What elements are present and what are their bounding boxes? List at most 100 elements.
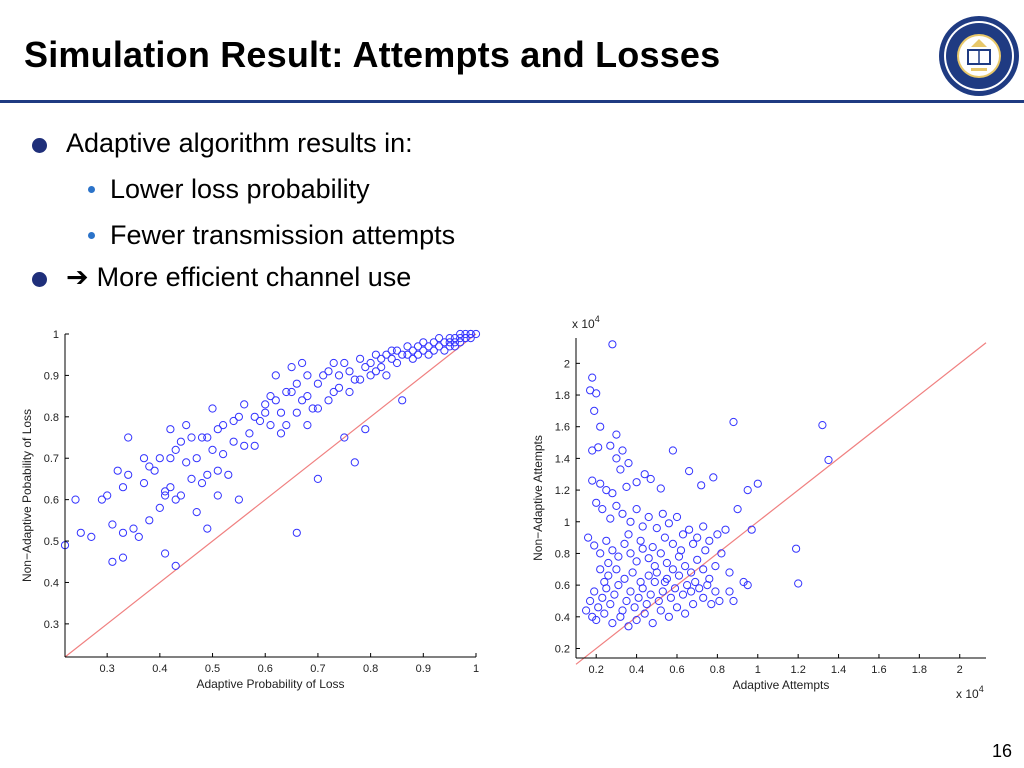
data-point xyxy=(461,334,470,343)
data-point xyxy=(616,465,625,474)
data-point xyxy=(261,408,270,417)
x-tick-label: 1 xyxy=(473,663,479,675)
data-point xyxy=(693,555,702,564)
data-point xyxy=(626,587,635,596)
data-point xyxy=(108,520,117,529)
x-tick-label: 0.3 xyxy=(100,663,115,675)
data-point xyxy=(234,495,243,504)
data-point xyxy=(687,587,696,596)
data-point xyxy=(644,512,653,522)
data-point xyxy=(678,590,688,599)
y-tick-label: 0.7 xyxy=(44,453,59,465)
data-point xyxy=(612,565,621,574)
data-point xyxy=(219,450,228,459)
data-point xyxy=(245,429,254,438)
data-point xyxy=(108,557,117,566)
data-point xyxy=(240,441,249,450)
data-point xyxy=(118,483,128,492)
title-divider xyxy=(0,100,1024,103)
data-point xyxy=(124,433,133,442)
data-point xyxy=(435,342,444,351)
y-tick-label: 1.8 xyxy=(555,390,570,402)
data-point xyxy=(424,342,433,351)
data-point xyxy=(313,474,322,483)
data-point xyxy=(699,593,708,602)
data-point xyxy=(713,530,722,539)
data-point xyxy=(213,425,222,434)
y-tick-label: 0.9 xyxy=(44,370,59,382)
data-point xyxy=(155,454,164,463)
y-tick-label: 0.3 xyxy=(44,619,59,631)
data-point xyxy=(596,479,605,488)
bullet-text: More efficient channel use xyxy=(96,262,412,292)
data-point xyxy=(681,609,690,618)
data-point xyxy=(103,491,112,500)
data-point xyxy=(377,363,386,372)
data-point xyxy=(693,533,702,542)
data-point xyxy=(303,421,312,430)
data-point xyxy=(638,522,647,531)
data-point xyxy=(266,421,275,430)
sub-bullet-marker xyxy=(88,232,95,239)
data-point xyxy=(161,549,170,558)
data-point xyxy=(340,433,349,442)
data-point xyxy=(313,379,322,388)
sub-bullet-item: Fewer transmission attempts xyxy=(110,220,456,250)
data-point xyxy=(166,454,175,463)
data-point xyxy=(356,354,365,363)
data-point xyxy=(377,354,386,363)
data-point xyxy=(676,546,686,555)
y-tick-label: 1.6 xyxy=(555,422,570,434)
y-tick-label: 0.2 xyxy=(555,643,570,655)
x-tick-label: 0.9 xyxy=(416,663,431,675)
data-point xyxy=(213,491,222,500)
data-point xyxy=(450,338,459,347)
y-tick-label: 1.2 xyxy=(555,485,570,497)
data-point xyxy=(618,509,627,518)
bullet-item: Adaptive algorithm results in: xyxy=(66,128,413,158)
data-point xyxy=(408,346,417,355)
data-point xyxy=(271,371,280,380)
data-point xyxy=(620,574,629,583)
data-point xyxy=(644,554,653,563)
x-tick-label: 1.6 xyxy=(871,664,886,676)
data-point xyxy=(192,508,201,517)
data-point xyxy=(145,516,154,525)
x-axis-multiplier: x 104 xyxy=(956,684,984,701)
data-point xyxy=(606,514,615,523)
data-point xyxy=(614,581,623,590)
data-point xyxy=(234,412,243,421)
sub-bullet-marker xyxy=(88,186,95,193)
data-point xyxy=(628,568,637,577)
data-point xyxy=(709,473,718,482)
data-point xyxy=(743,581,752,590)
x-tick-label: 0.7 xyxy=(310,663,325,675)
data-point xyxy=(610,590,619,599)
data-point xyxy=(313,404,322,413)
data-point xyxy=(614,552,623,561)
data-point xyxy=(466,334,475,343)
data-point xyxy=(594,443,603,452)
data-point xyxy=(596,549,605,558)
data-point xyxy=(182,458,191,467)
data-point xyxy=(334,371,344,380)
data-point xyxy=(356,375,365,384)
data-point xyxy=(626,549,635,558)
data-point xyxy=(87,532,96,541)
data-point xyxy=(681,562,690,571)
data-point xyxy=(176,491,185,500)
data-point xyxy=(445,342,454,351)
data-point xyxy=(636,536,645,545)
data-point xyxy=(287,387,296,397)
data-point xyxy=(590,406,599,416)
data-point xyxy=(197,433,207,442)
data-point xyxy=(656,549,665,558)
x-tick-label: 0.4 xyxy=(152,663,167,675)
data-point xyxy=(408,354,417,363)
data-point xyxy=(276,429,286,438)
data-point xyxy=(329,358,338,368)
data-point xyxy=(590,541,599,550)
y-axis-label: Non−Adaptive Pobability of Loss xyxy=(20,409,34,582)
data-point xyxy=(134,532,143,541)
data-point xyxy=(445,334,454,343)
